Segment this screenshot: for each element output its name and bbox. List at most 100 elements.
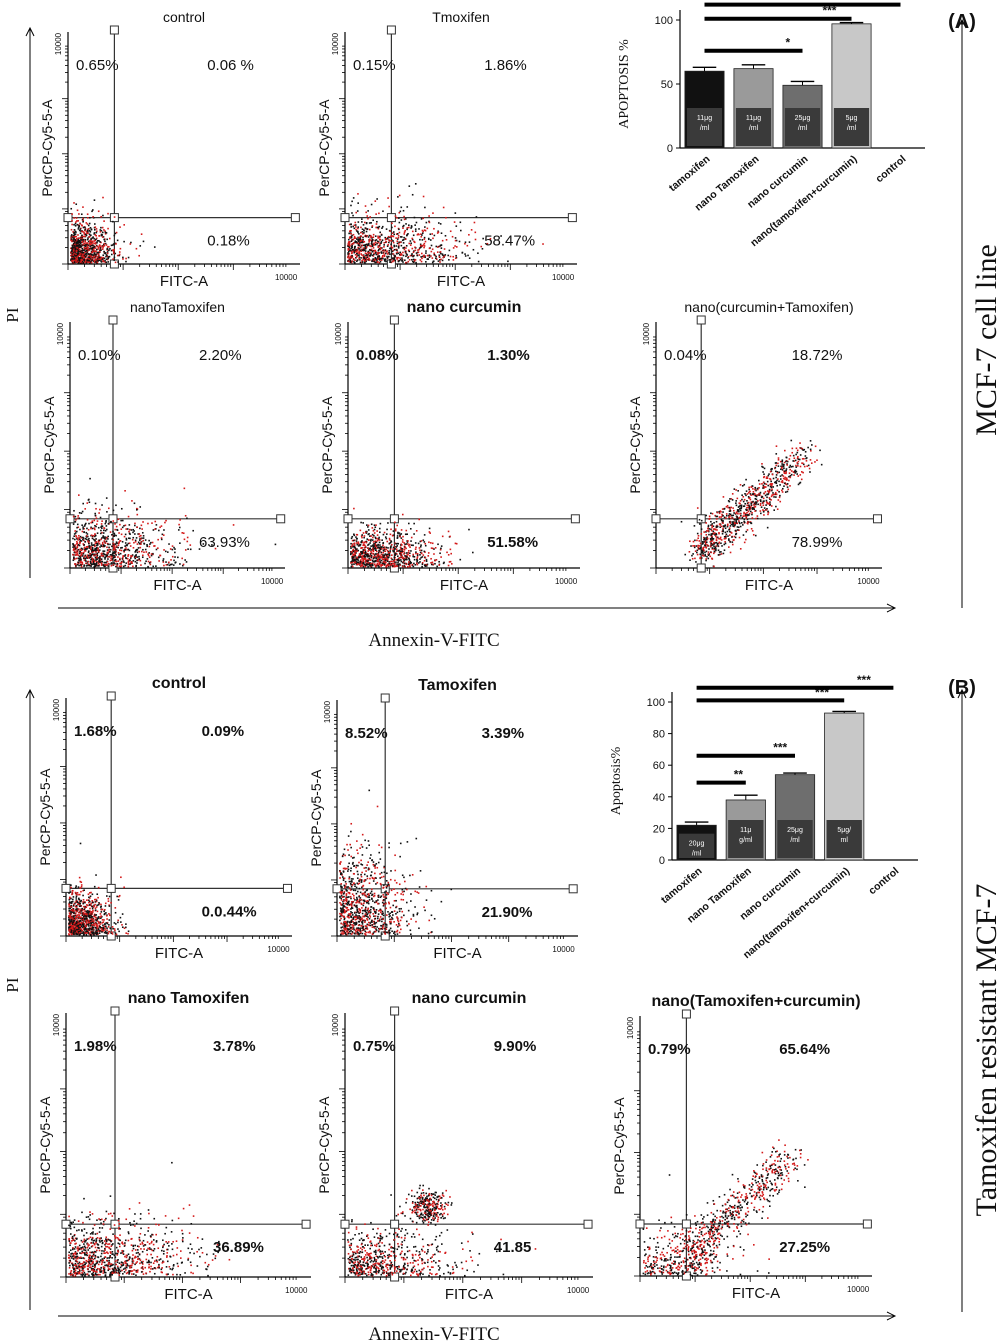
event-dot	[352, 197, 355, 199]
event-dot	[84, 554, 87, 557]
event-dot	[768, 497, 771, 499]
event-dot	[107, 558, 109, 560]
event-dot	[369, 558, 372, 561]
event-dot	[100, 241, 102, 244]
event-dot	[376, 258, 378, 260]
event-dot	[394, 259, 397, 262]
event-dot	[79, 237, 81, 240]
event-dot	[803, 457, 805, 460]
event-dot	[397, 563, 399, 566]
event-dot	[758, 483, 761, 485]
event-dot	[361, 541, 364, 544]
event-dot	[785, 483, 788, 486]
event-dot	[404, 565, 406, 568]
event-dot	[353, 246, 356, 249]
event-dot	[357, 246, 359, 249]
event-dot	[162, 558, 165, 560]
event-dot	[420, 549, 423, 552]
event-dot	[419, 244, 422, 247]
event-dot	[809, 471, 811, 473]
event-dot	[421, 257, 423, 260]
event-dot	[178, 526, 181, 529]
event-dot	[97, 210, 100, 213]
event-dot	[431, 248, 434, 251]
event-dot	[360, 562, 362, 565]
event-dot	[127, 563, 130, 566]
event-dot	[356, 255, 358, 257]
event-dot	[749, 508, 751, 510]
event-dot	[415, 252, 418, 254]
event-dot	[181, 557, 183, 560]
event-dot	[387, 243, 389, 246]
event-dot	[430, 561, 432, 564]
event-dot	[381, 546, 383, 548]
event-dot	[85, 556, 88, 558]
event-dot	[439, 552, 441, 555]
event-dot	[389, 563, 392, 565]
event-dot	[397, 565, 400, 567]
event-dot	[83, 246, 86, 249]
event-dot	[689, 559, 691, 561]
event-dot	[433, 234, 436, 237]
event-dot	[141, 537, 143, 540]
event-dot	[366, 243, 368, 246]
event-dot	[400, 529, 403, 531]
event-dot	[144, 539, 147, 541]
event-dot	[91, 247, 94, 249]
event-dot	[447, 530, 450, 533]
event-dot	[393, 254, 396, 257]
event-dot	[89, 216, 91, 219]
event-dot	[691, 554, 693, 557]
event-dot	[399, 546, 402, 549]
event-dot	[423, 541, 426, 543]
event-dot	[422, 195, 425, 198]
event-dot	[92, 209, 94, 211]
event-dot	[90, 542, 93, 544]
event-dot	[696, 553, 699, 556]
event-dot	[760, 512, 762, 515]
event-dot	[408, 185, 411, 187]
event-dot	[355, 552, 357, 554]
event-dot	[707, 530, 710, 532]
event-dot	[376, 252, 379, 254]
event-dot	[85, 254, 88, 257]
event-dot	[96, 542, 99, 545]
event-dot	[70, 247, 73, 249]
event-dot	[406, 533, 409, 535]
event-dot	[80, 552, 82, 554]
event-dot	[179, 542, 181, 544]
event-dot	[712, 537, 715, 540]
event-dot	[378, 538, 380, 540]
event-dot	[374, 249, 377, 252]
event-dot	[388, 239, 390, 241]
event-dot	[113, 556, 116, 559]
quadrant-lr-pct: 58.47%	[484, 233, 535, 250]
event-dot	[124, 564, 127, 567]
event-dot	[75, 547, 77, 550]
event-dot	[749, 510, 752, 513]
event-dot	[350, 236, 353, 239]
event-dot	[391, 558, 393, 561]
event-dot	[87, 554, 90, 557]
event-dot	[415, 546, 417, 549]
event-dot	[350, 261, 353, 264]
event-dot	[186, 517, 188, 520]
event-dot	[89, 552, 91, 555]
event-dot	[135, 555, 137, 557]
event-dot	[357, 231, 359, 234]
event-dot	[428, 256, 431, 258]
event-dot	[70, 251, 73, 254]
event-dot	[112, 542, 115, 545]
event-dot	[449, 535, 451, 538]
event-dot	[347, 249, 350, 251]
event-dot	[412, 565, 415, 568]
x-axis-label: FITC-A	[437, 273, 485, 290]
event-dot	[379, 561, 382, 564]
event-dot	[85, 234, 88, 237]
event-dot	[762, 510, 765, 513]
event-dot	[385, 260, 387, 263]
event-dot	[85, 258, 87, 261]
event-dot	[396, 249, 398, 252]
event-dot	[397, 236, 400, 239]
event-dot	[75, 245, 77, 248]
